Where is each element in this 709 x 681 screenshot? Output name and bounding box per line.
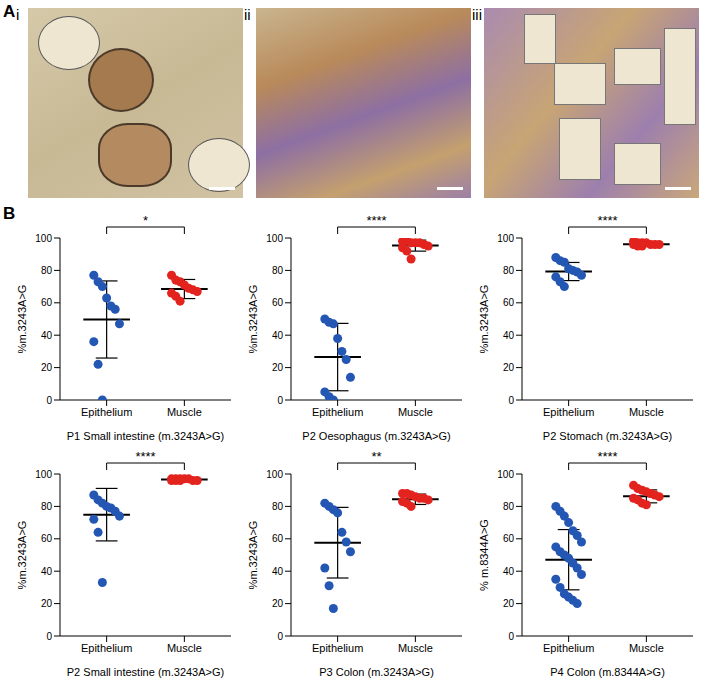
svg-text:Muscle: Muscle [398, 406, 433, 418]
svg-text:60: 60 [41, 297, 53, 308]
svg-text:80: 80 [503, 265, 515, 276]
svg-text:60: 60 [272, 533, 284, 544]
svg-text:40: 40 [41, 566, 53, 577]
svg-text:Muscle: Muscle [629, 642, 664, 654]
svg-text:40: 40 [272, 566, 284, 577]
svg-text:%m.3243A>G: %m.3243A>G [478, 285, 490, 354]
svg-text:0: 0 [508, 395, 514, 406]
svg-text:20: 20 [41, 598, 53, 609]
svg-text:20: 20 [503, 362, 515, 373]
svg-text:Epithelium: Epithelium [81, 406, 132, 418]
svg-text:Muscle: Muscle [629, 406, 664, 418]
svg-text:Epithelium: Epithelium [312, 406, 363, 418]
svg-text:****: **** [366, 213, 386, 228]
html-text:B: B [3, 204, 16, 223]
html-text:A i: A i [3, 2, 20, 23]
svg-text:0: 0 [277, 395, 283, 406]
svg-text:20: 20 [272, 598, 284, 609]
svg-text:20: 20 [272, 362, 284, 373]
svg-text:100: 100 [35, 469, 52, 480]
svg-text:20: 20 [503, 598, 515, 609]
svg-text:Epithelium: Epithelium [81, 642, 132, 654]
svg-text:80: 80 [503, 501, 515, 512]
svg-text:0: 0 [46, 395, 52, 406]
svg-text:40: 40 [503, 330, 515, 341]
svg-text:Muscle: Muscle [167, 406, 202, 418]
svg-text:P4 Colon (m.8344A>G): P4 Colon (m.8344A>G) [550, 666, 665, 678]
svg-text:Epithelium: Epithelium [543, 642, 594, 654]
svg-text:60: 60 [503, 533, 515, 544]
html-text:iii: iii [472, 6, 482, 23]
svg-text:%m.3243A>G: %m.3243A>G [16, 521, 28, 590]
svg-text:%m.3243A>G: %m.3243A>G [247, 521, 259, 590]
svg-text:****: **** [597, 213, 617, 228]
svg-text:40: 40 [503, 566, 515, 577]
svg-text:% m.8344A>G: % m.8344A>G [478, 519, 490, 591]
svg-text:Muscle: Muscle [398, 642, 433, 654]
svg-text:100: 100 [35, 233, 52, 244]
svg-text:P1 Small intestine (m.3243A>G): P1 Small intestine (m.3243A>G) [67, 430, 224, 442]
svg-text:60: 60 [41, 533, 53, 544]
svg-text:100: 100 [266, 233, 283, 244]
svg-text:60: 60 [272, 297, 284, 308]
svg-text:P2 Stomach (m.3243A>G): P2 Stomach (m.3243A>G) [543, 430, 672, 442]
svg-text:P3 Colon (m.3243A>G): P3 Colon (m.3243A>G) [319, 666, 434, 678]
svg-text:****: **** [135, 449, 155, 464]
svg-text:P2 Small intestine (m.3243A>G): P2 Small intestine (m.3243A>G) [67, 666, 224, 678]
svg-text:0: 0 [46, 631, 52, 642]
svg-text:%m.3243A>G: %m.3243A>G [247, 285, 259, 354]
svg-text:20: 20 [41, 362, 53, 373]
svg-text:P2 Oesophagus (m.3243A>G): P2 Oesophagus (m.3243A>G) [302, 430, 450, 442]
svg-text:Muscle: Muscle [167, 642, 202, 654]
svg-text:80: 80 [41, 501, 53, 512]
svg-text:Epithelium: Epithelium [543, 406, 594, 418]
svg-text:60: 60 [503, 297, 515, 308]
svg-text:80: 80 [272, 265, 284, 276]
svg-text:0: 0 [508, 631, 514, 642]
svg-text:80: 80 [272, 501, 284, 512]
svg-text:Epithelium: Epithelium [312, 642, 363, 654]
svg-text:40: 40 [41, 330, 53, 341]
html-text:ii: ii [244, 6, 251, 23]
svg-text:100: 100 [266, 469, 283, 480]
svg-text:100: 100 [497, 233, 514, 244]
svg-text:0: 0 [277, 631, 283, 642]
svg-text:%m.3243A>G: %m.3243A>G [16, 285, 28, 354]
svg-text:100: 100 [497, 469, 514, 480]
svg-text:****: **** [597, 449, 617, 464]
svg-text:*: * [143, 213, 148, 228]
svg-text:80: 80 [41, 265, 53, 276]
svg-text:**: ** [371, 449, 381, 464]
svg-text:40: 40 [272, 330, 284, 341]
